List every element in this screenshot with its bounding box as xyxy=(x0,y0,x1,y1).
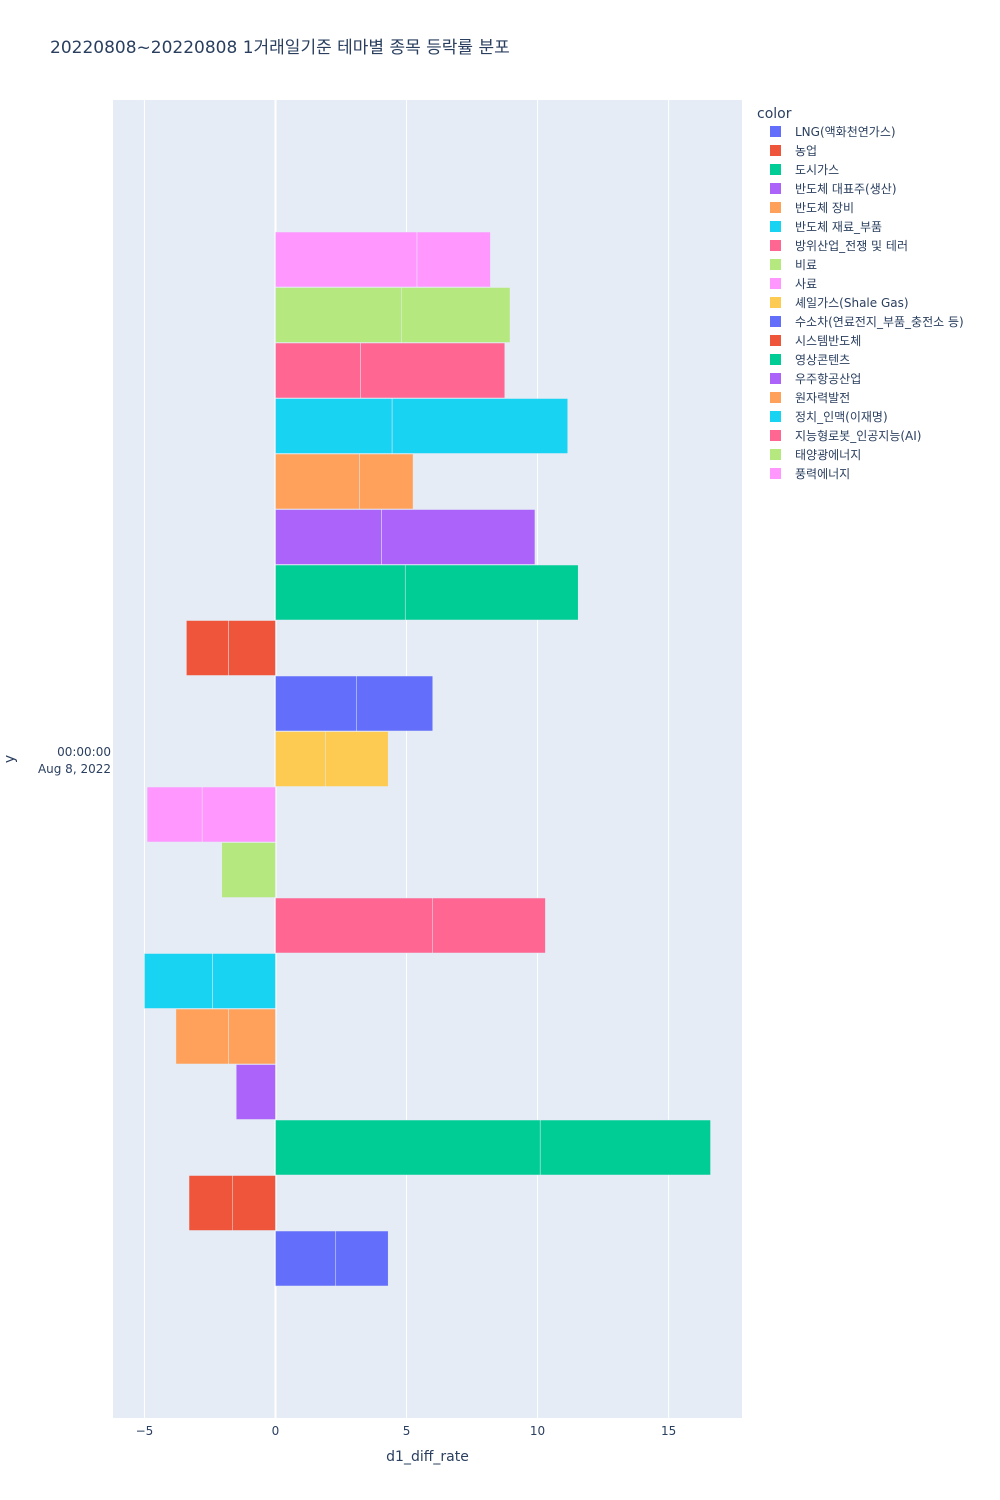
bar-segment[interactable] xyxy=(175,1008,229,1065)
legend-swatch[interactable] xyxy=(770,392,781,403)
bar-segment[interactable] xyxy=(432,897,546,954)
bar-segment[interactable] xyxy=(275,1230,337,1287)
legend-swatch[interactable] xyxy=(770,202,781,213)
legend-swatch[interactable] xyxy=(770,126,781,137)
legend-item-label[interactable]: 반도체 대표주(생산) xyxy=(795,182,897,196)
bar-segment[interactable] xyxy=(391,398,568,454)
bar-segment[interactable] xyxy=(275,453,360,510)
bar-segment[interactable] xyxy=(275,1119,541,1176)
bar-segment[interactable] xyxy=(359,453,414,510)
legend-item-label[interactable]: 우주항공산업 xyxy=(795,372,861,386)
y-tick-label-date: Aug 8, 2022 xyxy=(38,762,111,776)
legend-item-label[interactable]: 비료 xyxy=(795,258,817,272)
legend-swatch[interactable] xyxy=(770,297,781,308)
bar-segment[interactable] xyxy=(275,342,361,399)
x-tick-label: 5 xyxy=(403,1424,411,1438)
legend-item-label[interactable]: LNG(액화천연가스) xyxy=(795,124,896,139)
legend-item-label[interactable]: 농업 xyxy=(795,144,817,158)
bar-segment[interactable] xyxy=(356,675,433,732)
x-tick-labels: −5 0 5 10 15 xyxy=(136,1424,677,1438)
legend-item-label[interactable]: 사료 xyxy=(795,277,817,291)
legend-swatch[interactable] xyxy=(770,468,781,479)
bar-segment[interactable] xyxy=(416,231,491,288)
bar-segment[interactable] xyxy=(201,786,276,843)
x-tick-label: 15 xyxy=(661,1424,676,1438)
bar-segment[interactable] xyxy=(212,953,276,1009)
bar-segment[interactable] xyxy=(275,398,393,454)
bar-segment[interactable] xyxy=(401,287,511,343)
bar-segment[interactable] xyxy=(228,620,276,676)
legend-swatch[interactable] xyxy=(770,430,781,441)
legend-item-label[interactable]: 영상콘텐츠 xyxy=(795,353,850,367)
bar-segment[interactable] xyxy=(235,1064,276,1120)
x-tick-label: 0 xyxy=(272,1424,280,1438)
legend-item-label[interactable]: 반도체 장비 xyxy=(795,201,854,215)
bar-segment[interactable] xyxy=(275,731,326,787)
y-tick-label-time: 00:00:00 xyxy=(57,745,111,759)
bar-segment[interactable] xyxy=(188,1175,233,1231)
bar-segment[interactable] xyxy=(404,564,579,621)
y-axis-title: y xyxy=(2,755,18,763)
chart-title: 20220808~20220808 1거래일기준 테마별 종목 등락률 분포 xyxy=(50,38,510,58)
legend-swatch[interactable] xyxy=(770,164,781,175)
bar-segment[interactable] xyxy=(275,509,382,565)
bar-segment[interactable] xyxy=(275,287,402,343)
x-tick-label: 10 xyxy=(530,1424,545,1438)
legend-item-label[interactable]: 풍력에너지 xyxy=(795,467,850,481)
bar-segment[interactable] xyxy=(539,1119,711,1176)
legend-item-label[interactable]: 방위산업_전쟁 및 테러 xyxy=(795,239,908,253)
legend-swatch[interactable] xyxy=(770,183,781,194)
legend-item-label[interactable]: 원자력발전 xyxy=(795,391,850,405)
legend-item-label[interactable]: 수소차(연료전지_부품_충전소 등) xyxy=(795,315,964,329)
bar-segment[interactable] xyxy=(335,1230,389,1287)
bar-segment[interactable] xyxy=(360,342,506,399)
legend-item-label[interactable]: 지능형로봇_인공지능(AI) xyxy=(795,429,921,443)
legend-swatch[interactable] xyxy=(770,449,781,460)
bar-segment[interactable] xyxy=(275,564,406,621)
legend-swatch[interactable] xyxy=(770,373,781,384)
bar-segment[interactable] xyxy=(228,1008,276,1065)
legend-swatch[interactable] xyxy=(770,354,781,365)
bar-segment[interactable] xyxy=(275,897,433,954)
legend-item-label[interactable]: 반도체 재료_부품 xyxy=(795,220,882,234)
legend-swatch[interactable] xyxy=(770,259,781,270)
bar-segment[interactable] xyxy=(221,842,276,898)
legend-item-label[interactable]: 셰일가스(Shale Gas) xyxy=(795,296,909,310)
legend-item-label[interactable]: 도시가스 xyxy=(795,163,839,177)
legend-item-label[interactable]: 정치_인맥(이재명) xyxy=(795,410,888,424)
bar-segment[interactable] xyxy=(381,509,536,565)
bar-segment[interactable] xyxy=(186,620,229,676)
bar-segment[interactable] xyxy=(144,953,213,1009)
bar-segment[interactable] xyxy=(325,731,389,787)
bar-segment[interactable] xyxy=(146,786,203,843)
legend-title: color xyxy=(757,106,792,122)
bar-segment[interactable] xyxy=(275,231,418,288)
x-axis-title: d1_diff_rate xyxy=(386,1449,469,1465)
legend-swatch[interactable] xyxy=(770,411,781,422)
legend-swatch[interactable] xyxy=(770,278,781,289)
legend-item-label[interactable]: 태양광에너지 xyxy=(795,448,861,462)
bars xyxy=(144,231,711,1287)
legend-swatch[interactable] xyxy=(770,221,781,232)
bar-segment[interactable] xyxy=(275,675,357,732)
legend-swatch[interactable] xyxy=(770,316,781,327)
legend-swatch[interactable] xyxy=(770,335,781,346)
legend-swatch[interactable] xyxy=(770,240,781,251)
legend-item-label[interactable]: 시스템반도체 xyxy=(795,334,861,348)
x-tick-label: −5 xyxy=(136,1424,154,1438)
bar-segment[interactable] xyxy=(231,1175,276,1231)
legend-swatch[interactable] xyxy=(770,145,781,156)
